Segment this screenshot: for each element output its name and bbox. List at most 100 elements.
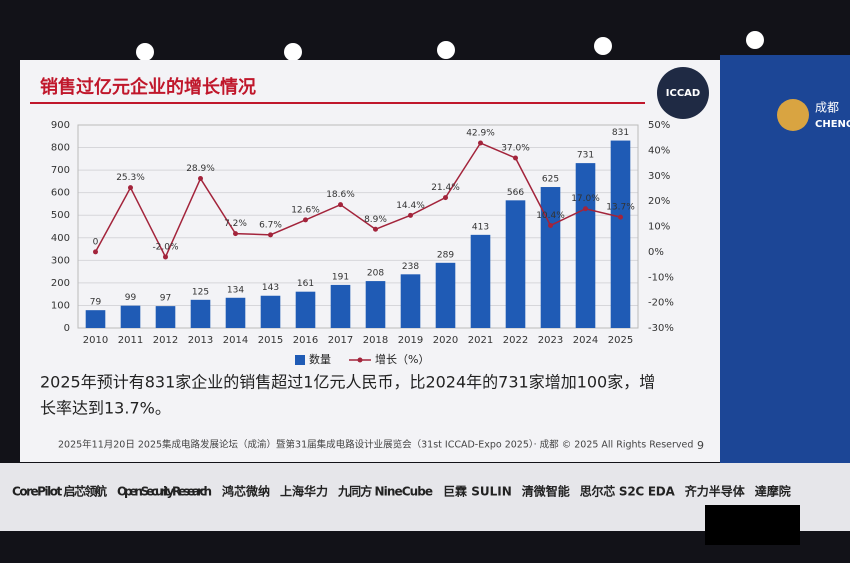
chart: 0 100 200 300 400 500 600 700 800 900 -30% -20% -10%…: [51, 120, 674, 366]
y-tick-label: 900: [51, 120, 70, 131]
sponsor-logo: 清微智能: [522, 484, 570, 499]
growth-label: 28.9%: [186, 164, 215, 174]
growth-marker: [618, 214, 623, 220]
y2-tick-label: -30%: [648, 323, 674, 334]
bar: [155, 306, 176, 328]
growth-label: 7.2%: [224, 219, 247, 229]
side-text: CHENG: [815, 119, 850, 130]
x-tick-label: 2013: [188, 335, 213, 346]
growth-label: 42.9%: [466, 129, 495, 139]
silhouette: [705, 505, 800, 545]
growth-label: 13.7%: [606, 203, 635, 213]
y-tick-label: 300: [51, 255, 70, 266]
growth-marker: [198, 176, 203, 182]
growth-label: 17.0%: [571, 194, 600, 204]
x-tick-label: 2022: [503, 335, 528, 346]
y2-tick-label: 10%: [648, 222, 670, 233]
sponsor-logo: 達摩院: [755, 484, 791, 499]
growth-marker: [408, 212, 413, 218]
bar-label: 125: [192, 287, 209, 297]
sponsor-logo: CorePilot 启芯领航: [12, 484, 107, 499]
plot-frame: [77, 124, 639, 329]
sponsor-logo: 思尔芯 S2C EDA: [580, 484, 676, 499]
x-tick-label: 2025: [608, 335, 633, 346]
footer: 2025年11月20日 2025集成电路发展论坛（成渝）暨第31届集成电路设计业…: [58, 439, 693, 451]
x-tick-label: 2024: [573, 335, 598, 346]
bar-label: 289: [437, 250, 454, 260]
sponsor-logo: 齐力半导体: [685, 484, 746, 499]
x-tick-label: 2015: [258, 335, 283, 346]
logo-text: ICCAD: [666, 88, 700, 99]
growth-label: 6.7%: [259, 220, 282, 230]
slide-title: 销售过亿元企业的增长情况: [40, 76, 256, 98]
growth-line: [94, 142, 621, 259]
growth-label: 25.3%: [116, 173, 145, 183]
growth-label: 0: [93, 237, 99, 247]
growth-label: 12.6%: [291, 205, 320, 215]
growth-marker: [583, 206, 588, 212]
slide: [20, 60, 720, 462]
growth-label: 18.6%: [326, 190, 355, 200]
y-tick-label: 100: [51, 300, 70, 311]
bar: [295, 291, 316, 328]
legend-swatch: [357, 357, 363, 363]
bar-label: 413: [472, 222, 489, 232]
growth-marker: [303, 217, 308, 223]
x-tick-label: 2018: [363, 335, 388, 346]
growth-label: -2.0%: [152, 242, 179, 252]
side-text: 成都: [815, 101, 839, 115]
x-tick-label: 2019: [398, 335, 423, 346]
bar-label: 566: [507, 188, 524, 198]
growth-marker: [443, 195, 448, 201]
x-tick-label: 2020: [433, 335, 458, 346]
x-tick-label: 2014: [223, 335, 248, 346]
growth-marker: [373, 226, 378, 232]
y-tick-label: 800: [51, 143, 70, 154]
bar-label: 99: [125, 293, 137, 303]
legend-entry: 数量: [309, 353, 331, 366]
x-tick-label: 2010: [83, 335, 108, 346]
growth-label: 10.4%: [536, 211, 565, 221]
growth-marker: [128, 185, 133, 191]
bar: [120, 305, 141, 328]
sponsor-logo: 巨霖 SULIN: [443, 485, 512, 499]
bar: [260, 295, 281, 328]
y-tick-label: 200: [51, 278, 70, 289]
x-tick-label: 2012: [153, 335, 178, 346]
bar-label: 143: [262, 283, 279, 293]
sponsor-logo: Open Security Research: [117, 485, 212, 499]
legend-entry: 增长（%）: [375, 352, 429, 366]
legend-swatch: [295, 355, 305, 365]
x-tick-label: 2016: [293, 335, 318, 346]
growth-marker: [338, 202, 343, 208]
y2-tick-label: -20%: [648, 298, 674, 309]
sponsor-logo: 鸿芯微纳: [222, 484, 270, 499]
stage-light: [746, 31, 764, 49]
side-logo: [777, 99, 809, 131]
y2-tick-label: 20%: [648, 196, 670, 207]
bar-label: 161: [297, 279, 314, 289]
growth-marker: [233, 231, 238, 237]
bar-label: 208: [367, 269, 384, 279]
x-tick-label: 2017: [328, 335, 353, 346]
caption: 长率达到13.7%。: [40, 399, 171, 418]
bar-label: 625: [542, 175, 559, 185]
sponsor-logo: 上海华力: [280, 484, 328, 499]
stage-light: [136, 43, 154, 61]
x-tick-label: 2023: [538, 335, 563, 346]
bar: [225, 297, 246, 328]
growth-label: 37.0%: [501, 143, 530, 153]
stage-light: [284, 43, 302, 61]
bar: [575, 163, 596, 328]
bar-label: 238: [402, 262, 419, 272]
bar-label: 79: [90, 298, 102, 308]
bar: [470, 234, 491, 328]
bar-label: 831: [612, 128, 629, 138]
x-tick-label: 2011: [118, 335, 143, 346]
y-tick-label: 700: [51, 165, 70, 176]
caption: 2025年预计有831家企业的销售超过1亿元人民币，比2024年的731家增加1…: [40, 373, 655, 392]
iccad-logo: [657, 67, 709, 119]
y-tick-label: 400: [51, 233, 70, 244]
page-number: 9: [697, 439, 704, 452]
growth-marker: [478, 140, 483, 146]
